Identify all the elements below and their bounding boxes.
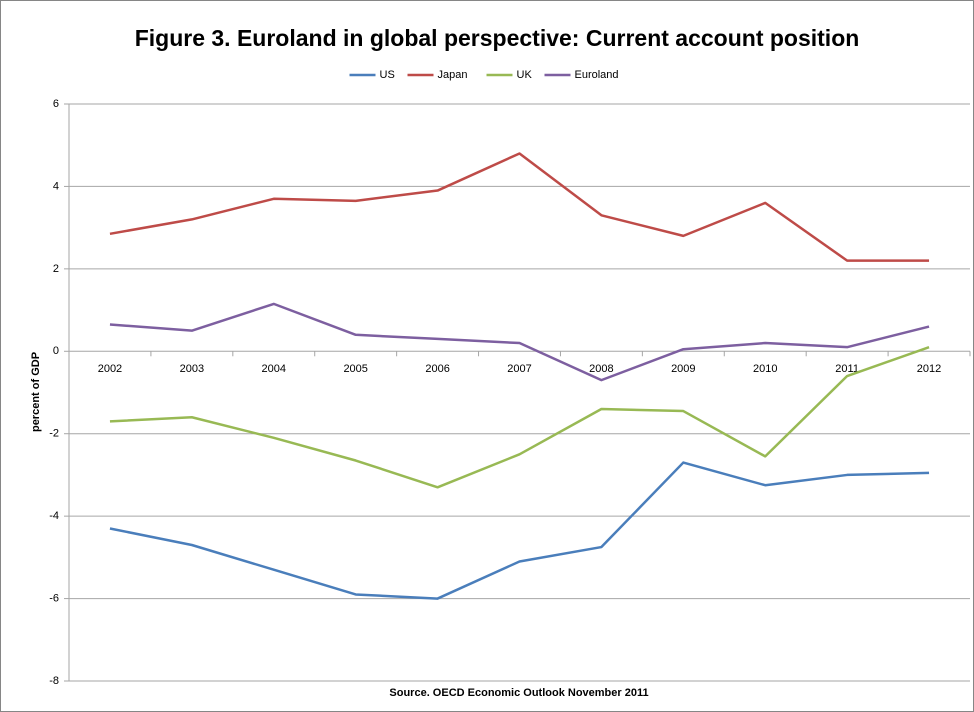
y-tick-label: 4 bbox=[53, 180, 59, 192]
x-tick-label: 2003 bbox=[180, 363, 204, 375]
chart-title: Figure 3. Euroland in global perspective… bbox=[135, 25, 860, 51]
y-tick-label: 2 bbox=[53, 263, 59, 275]
x-tick-label: 2012 bbox=[917, 363, 941, 375]
series-line bbox=[109, 461, 930, 600]
x-tick-label: 2002 bbox=[98, 363, 122, 375]
x-tick-label: 2010 bbox=[753, 363, 777, 375]
x-tick-label: 2008 bbox=[589, 363, 613, 375]
y-tick-label: -2 bbox=[49, 428, 59, 440]
y-tick-label: -4 bbox=[49, 510, 59, 522]
x-tick-label: 2007 bbox=[507, 363, 531, 375]
x-tick-label: 2009 bbox=[671, 363, 695, 375]
series-line bbox=[109, 152, 930, 262]
source-note: Source. OECD Economic Outlook November 2… bbox=[389, 687, 648, 699]
y-tick-label: 0 bbox=[53, 345, 59, 357]
x-tick-label: 2006 bbox=[425, 363, 449, 375]
y-tick-label: -8 bbox=[49, 675, 59, 687]
legend-label: Japan bbox=[438, 69, 468, 81]
x-tick-label: 2005 bbox=[343, 363, 367, 375]
legend-label: US bbox=[380, 69, 395, 81]
legend-label: Euroland bbox=[575, 69, 619, 81]
x-tick-label: 2004 bbox=[262, 363, 286, 375]
x-tick-label: 2011 bbox=[835, 363, 859, 375]
series-line bbox=[109, 302, 930, 382]
series-line bbox=[109, 345, 930, 489]
y-axis-label: percent of GDP bbox=[30, 352, 42, 432]
y-tick-label: 6 bbox=[53, 98, 59, 110]
y-tick-label: -6 bbox=[49, 592, 59, 604]
legend-label: UK bbox=[517, 69, 533, 81]
